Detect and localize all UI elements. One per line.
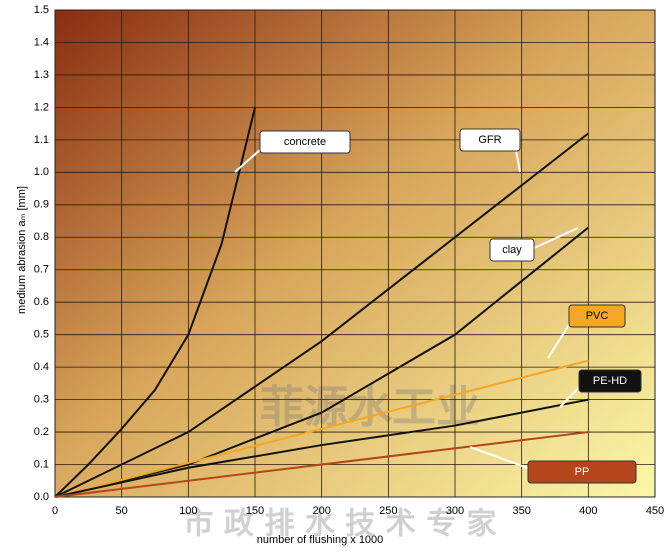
x-tick-label: 350 — [512, 505, 530, 517]
callout-leader — [469, 446, 540, 473]
legend-label: clay — [502, 244, 522, 256]
x-tick-label: 100 — [179, 505, 197, 517]
x-tick-label: 450 — [646, 505, 664, 517]
series-line — [54, 359, 589, 498]
series-line — [54, 107, 256, 498]
y-tick-label: 0.9 — [34, 199, 49, 211]
legend-label: PP — [575, 466, 590, 478]
x-tick-label: 50 — [116, 505, 128, 517]
y-tick-label: 0.0 — [34, 491, 49, 503]
x-tick-label: 300 — [446, 505, 464, 517]
watermark: 市 政 排 水 技 术 专 家 — [183, 507, 496, 542]
x-axis-title: number of flushing x 1000 — [257, 534, 384, 546]
series-line — [54, 431, 589, 498]
y-tick-label: 1.5 — [34, 4, 49, 16]
y-tick-label: 0.8 — [34, 231, 49, 243]
callout-leader — [529, 227, 579, 251]
y-tick-label: 0.4 — [34, 361, 49, 373]
y-tick-label: 0.5 — [34, 329, 49, 341]
callout-box — [459, 128, 521, 152]
legend-label: GFR — [478, 134, 501, 146]
y-tick-label: 1.3 — [34, 69, 49, 81]
x-tick-label: 250 — [379, 505, 397, 517]
x-tick-label: 0 — [52, 505, 58, 517]
x-tick-label: 200 — [312, 505, 330, 517]
series-line — [54, 226, 589, 498]
y-tick-label: 0.7 — [34, 264, 49, 276]
legend-label: concrete — [284, 136, 326, 148]
y-tick-label: 1.1 — [34, 134, 49, 146]
callout-box — [578, 369, 642, 393]
y-axis-title: medium abrasion aₘ [mm] — [16, 186, 28, 314]
watermark: 菲源水工业 — [260, 382, 480, 433]
callout-box — [489, 238, 535, 262]
y-tick-label: 0.2 — [34, 426, 49, 438]
series-line — [54, 398, 589, 498]
series-line — [54, 132, 589, 498]
callout-box — [259, 130, 351, 154]
y-tick-label: 1.2 — [34, 101, 49, 113]
plot-border — [54, 9, 656, 498]
callout-box — [568, 304, 626, 328]
legend-label: PE-HD — [593, 375, 627, 387]
x-tick-label: 150 — [246, 505, 264, 517]
y-tick-label: 1.4 — [34, 36, 49, 48]
callout-box — [527, 460, 637, 484]
legend-label: PVC — [586, 310, 609, 322]
y-tick-label: 1.0 — [34, 166, 49, 178]
y-tick-label: 0.3 — [34, 394, 49, 406]
y-tick-label: 0.1 — [34, 458, 49, 470]
y-tick-label: 0.6 — [34, 296, 49, 308]
x-tick-label: 400 — [579, 505, 597, 517]
